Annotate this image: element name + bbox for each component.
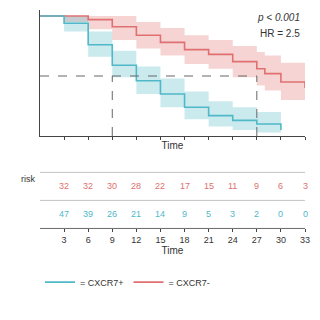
svg-text:30: 30 <box>107 181 117 191</box>
svg-text:= CXCR7+: = CXCR7+ <box>80 278 124 288</box>
svg-text:Time: Time <box>162 245 184 256</box>
svg-text:2: 2 <box>254 209 259 219</box>
svg-text:9: 9 <box>110 235 115 245</box>
svg-text:30: 30 <box>276 235 286 245</box>
svg-text:21: 21 <box>204 235 214 245</box>
svg-text:6: 6 <box>86 235 91 245</box>
svg-text:15: 15 <box>155 235 165 245</box>
svg-text:6: 6 <box>278 181 283 191</box>
svg-text:= CXCR7-: = CXCR7- <box>169 278 210 288</box>
svg-text:p < 0.001: p < 0.001 <box>257 12 300 23</box>
svg-text:22: 22 <box>155 181 165 191</box>
svg-text:3: 3 <box>303 181 308 191</box>
svg-text:21: 21 <box>131 209 141 219</box>
svg-text:27: 27 <box>252 235 262 245</box>
svg-text:15: 15 <box>204 181 214 191</box>
svg-text:17: 17 <box>180 181 190 191</box>
svg-text:11: 11 <box>228 181 237 191</box>
svg-text:0: 0 <box>303 209 308 219</box>
svg-text:47: 47 <box>59 209 69 219</box>
svg-text:9: 9 <box>182 209 187 219</box>
svg-text:32: 32 <box>83 181 93 191</box>
svg-text:0: 0 <box>278 209 283 219</box>
svg-text:HR = 2.5: HR = 2.5 <box>260 28 300 39</box>
svg-text:24: 24 <box>228 235 238 245</box>
svg-text:9: 9 <box>254 181 259 191</box>
svg-text:26: 26 <box>107 209 117 219</box>
svg-text:32: 32 <box>59 181 69 191</box>
svg-text:12: 12 <box>131 235 141 245</box>
svg-text:39: 39 <box>83 209 93 219</box>
svg-text:14: 14 <box>155 209 165 219</box>
svg-text:18: 18 <box>180 235 190 245</box>
svg-text:28: 28 <box>131 181 141 191</box>
svg-text:Time: Time <box>162 140 184 151</box>
svg-text:33: 33 <box>300 235 310 245</box>
svg-text:5: 5 <box>206 209 211 219</box>
svg-text:3: 3 <box>230 209 235 219</box>
svg-text:risk: risk <box>21 174 35 184</box>
svg-text:3: 3 <box>62 235 67 245</box>
